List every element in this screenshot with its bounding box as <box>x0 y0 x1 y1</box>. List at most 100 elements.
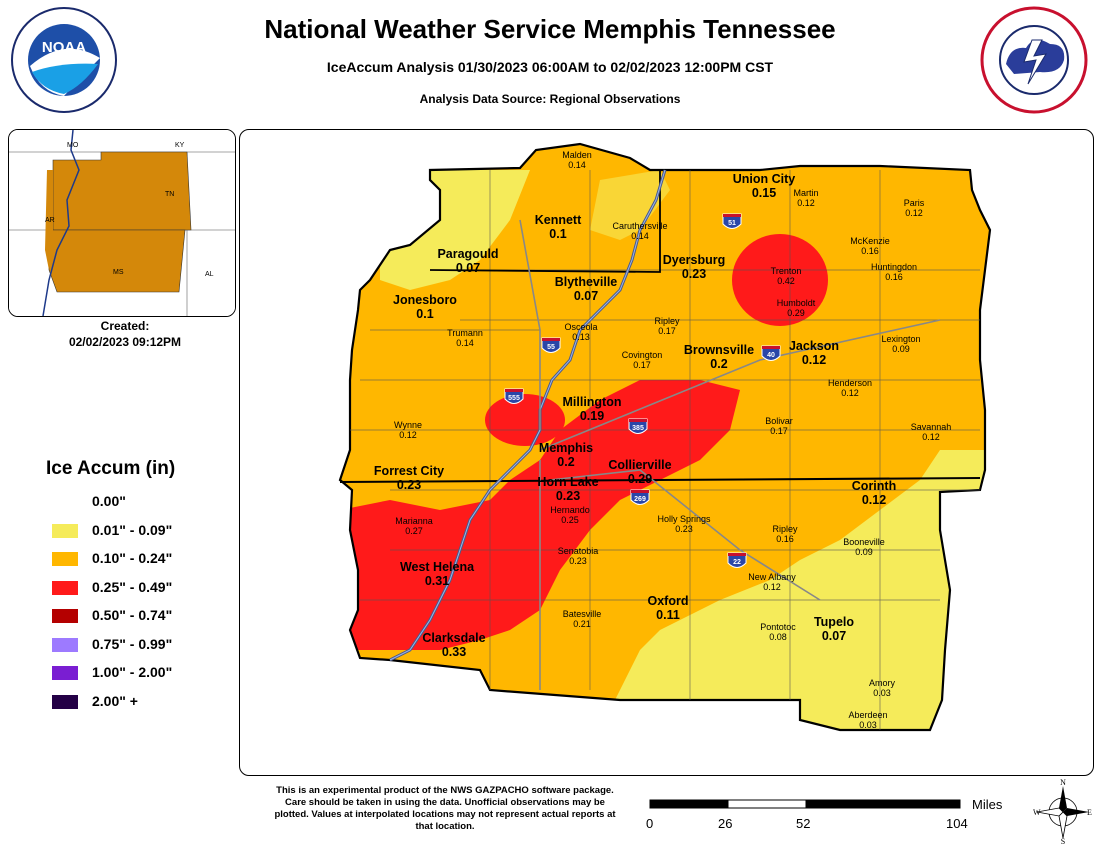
legend-label: 2.00" + <box>92 692 138 709</box>
main-map: 51 55 555 40 385 269 22 Malden 0.14 Kennett 0.1 Ca… <box>239 129 1094 776</box>
station-value: 0.19 <box>580 409 604 423</box>
legend-label: 0.25" - 0.49" <box>92 578 173 595</box>
svg-text:22: 22 <box>733 559 741 566</box>
legend-swatch <box>52 523 78 538</box>
zone-yellow-south <box>600 450 990 730</box>
station-name: Jackson <box>789 339 839 353</box>
station-name: Henderson <box>828 378 872 388</box>
legend-label: 1.00" - 2.00" <box>92 664 173 680</box>
station-value: 0.33 <box>442 645 466 659</box>
created-stamp: Created: 02/02/2023 09:12PM <box>40 318 210 350</box>
station-name: Savannah <box>911 422 952 432</box>
station-name: Humboldt <box>777 298 816 308</box>
station-name: Booneville <box>843 537 885 547</box>
station-name: Trumann <box>447 328 483 338</box>
station-value: 0.14 <box>456 338 474 348</box>
station-name: McKenzie <box>850 236 890 246</box>
station-value: 0.23 <box>556 489 580 503</box>
station-name: Kennett <box>535 213 582 227</box>
svg-text:E: E <box>1087 808 1092 817</box>
station-name: Union City <box>733 172 796 186</box>
station-value: 0.1 <box>549 227 566 241</box>
legend-label: 0.01" - 0.09" <box>92 521 173 538</box>
legend-swatch <box>52 694 78 709</box>
legend-swatch <box>52 495 78 509</box>
created-timestamp: 02/02/2023 09:12PM <box>68 335 182 349</box>
station-name: Forrest City <box>374 464 444 478</box>
station-name: Oxford <box>648 594 689 608</box>
station-value: 0.42 <box>777 276 795 286</box>
station-value: 0.16 <box>861 246 879 256</box>
station-value: 0.14 <box>568 160 586 170</box>
interstate-shield-icon: 385 <box>628 418 648 434</box>
legend-label: 0.50" - 0.74" <box>92 607 173 623</box>
station-value: 0.03 <box>859 720 877 730</box>
station-name: Tupelo <box>814 615 854 629</box>
station-name: Pontotoc <box>760 622 796 632</box>
svg-text:AL: AL <box>205 271 214 278</box>
station-value: 0.16 <box>885 272 903 282</box>
station-name: Hernando <box>550 505 590 515</box>
station-name: Batesville <box>563 609 602 619</box>
station-value: 0.11 <box>656 608 680 622</box>
svg-text:MS: MS <box>113 269 124 276</box>
created-label: Created: <box>100 319 150 333</box>
svg-text:269: 269 <box>634 496 646 503</box>
interstate-shield-icon: 51 <box>722 213 742 229</box>
station-value: 0.29 <box>628 472 652 486</box>
station-name: Jonesboro <box>393 293 457 307</box>
legend-title: Ice Accum (in) <box>46 458 176 479</box>
zone-red-trenton <box>732 234 828 326</box>
station-name: Senatobia <box>558 546 599 556</box>
station-value: 0.12 <box>763 582 781 592</box>
station-name: Dyersburg <box>663 253 726 267</box>
scale-tick-0: 0 <box>646 816 654 831</box>
station-value: 0.21 <box>573 619 591 629</box>
disclaimer: This is an experimental product of the N… <box>274 785 616 832</box>
station-name: Collierville <box>608 458 671 472</box>
svg-text:40: 40 <box>767 352 775 359</box>
svg-text:S: S <box>1061 837 1065 844</box>
station-name: Brownsville <box>684 343 754 357</box>
station-name: Trenton <box>771 266 802 276</box>
legend-label: 0.00" <box>92 493 126 509</box>
legend-swatch <box>52 580 78 595</box>
interstate-shield-icon: 40 <box>761 345 781 361</box>
station-value: 0.09 <box>892 344 910 354</box>
station-value: 0.07 <box>456 261 480 275</box>
station-value: 0.03 <box>873 688 891 698</box>
scale-unit: Miles <box>972 797 1003 812</box>
station-value: 0.17 <box>658 326 676 336</box>
svg-text:51: 51 <box>728 220 736 227</box>
station-name: Clarksdale <box>422 631 485 645</box>
station-value: 0.07 <box>574 289 598 303</box>
